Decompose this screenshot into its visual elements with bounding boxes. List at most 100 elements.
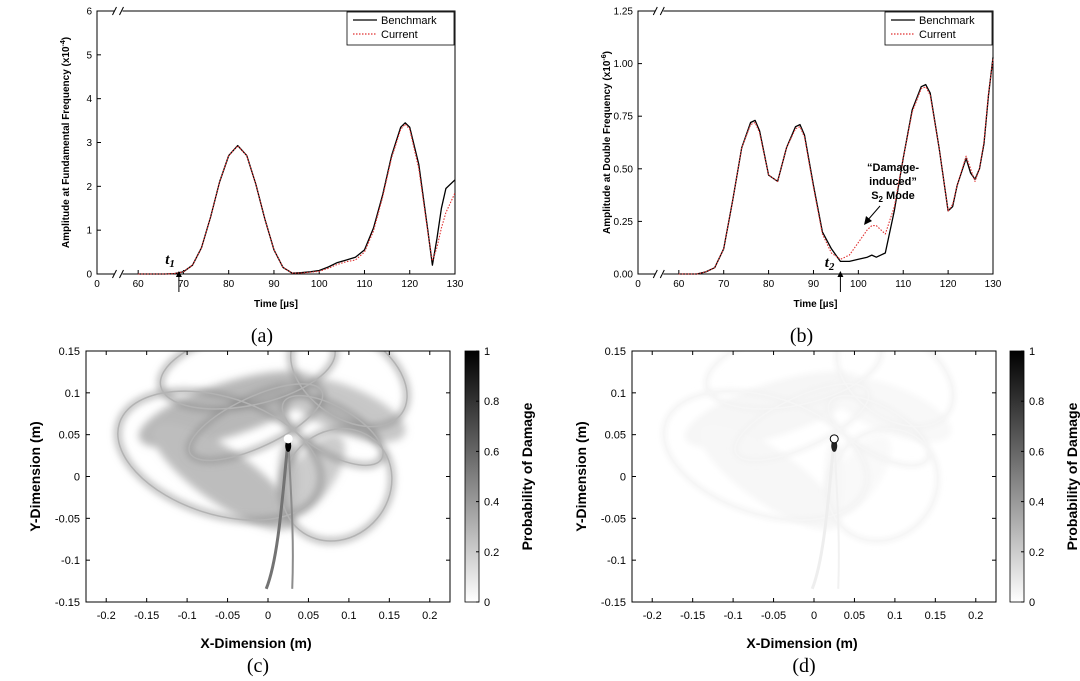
y-tick-label: 2 xyxy=(86,182,92,193)
x-tick-label: 60 xyxy=(133,279,145,290)
plot-frame xyxy=(637,10,994,275)
colorbar-label-group: Probability of Damage xyxy=(1064,402,1080,550)
callout-mode-subscript: 2 xyxy=(879,195,884,204)
y-tick-label: 0.1 xyxy=(65,388,80,400)
x-tick-label: 0 xyxy=(94,279,100,290)
axis-break-mask xyxy=(114,7,123,15)
y-axis-label: Amplitude at Double Frequency (x10-6) xyxy=(601,51,613,234)
heatmap-locus-edge xyxy=(835,351,954,428)
axis-break-mask xyxy=(655,7,664,15)
y-tick-label: 0.15 xyxy=(59,346,80,358)
arrival-time-symbol: t xyxy=(825,255,830,271)
colorbar-label: Probability of Damage xyxy=(1064,402,1080,550)
series-line-current xyxy=(678,59,994,275)
y-axis-label-group: Y-Dimension (m) xyxy=(573,421,589,531)
x-tick-label: 130 xyxy=(447,279,464,290)
colorbar-tick-label: 0.8 xyxy=(484,396,499,408)
chart-a: 0 60 70 80 90 100 110 120 130 0 1 2 3 4 5 6 Time [µs] Amp… xyxy=(60,7,464,348)
x-tick-label: 100 xyxy=(311,279,328,290)
damage-location-marker xyxy=(829,434,839,444)
colorbar-tick-label: 0.2 xyxy=(1029,547,1044,559)
arrival-time-label: t2 xyxy=(825,255,835,273)
arrival-time-subscript: 1 xyxy=(169,258,175,270)
x-tick-label: 0.2 xyxy=(968,610,983,622)
y-tick-label: 6 xyxy=(86,7,92,18)
x-tick-label: 0.15 xyxy=(379,610,400,622)
x-tick-label: -0.1 xyxy=(724,610,743,622)
x-tick-label: 0 xyxy=(265,610,271,622)
heatmap-locus-edge xyxy=(827,394,930,467)
heatmap-locus-edge xyxy=(289,351,408,428)
x-tick-label: 100 xyxy=(850,279,867,290)
y-axis-label-main: Amplitude at Fundamental Frequency (x10 xyxy=(61,46,72,248)
x-tick-label: 0.05 xyxy=(844,610,865,622)
y-tick-label: 0.75 xyxy=(614,112,634,123)
legend-box xyxy=(346,11,455,46)
heatmap-locus-edge xyxy=(159,351,336,410)
axis-break-mask xyxy=(655,270,664,278)
axis-break-mark xyxy=(112,269,117,279)
x-tick-label: -0.05 xyxy=(761,610,786,622)
series-line-current xyxy=(138,123,456,275)
x-tick-label: 80 xyxy=(763,279,775,290)
legend-label-benchmark: Benchmark xyxy=(919,15,975,27)
legend-label-current: Current xyxy=(919,29,956,41)
heatmap-streak xyxy=(810,438,836,590)
x-tick-label: 70 xyxy=(718,279,730,290)
y-tick-label: -0.15 xyxy=(601,597,626,609)
colorbar-tick-label: 0 xyxy=(1029,597,1035,609)
panel-label: (d) xyxy=(792,655,815,677)
y-tick-label: 0.05 xyxy=(605,430,626,442)
heatmap-locus-edge xyxy=(280,427,393,542)
colorbar xyxy=(1009,350,1025,603)
y-axis-label-close: ) xyxy=(602,51,613,54)
callout-arrow-shaft xyxy=(866,205,881,222)
axis-break-mark xyxy=(119,269,124,279)
y-axis-label-exponent: -6 xyxy=(601,54,608,60)
x-tick-label: 70 xyxy=(178,279,190,290)
y-tick-label: 0.15 xyxy=(605,346,626,358)
x-tick-label: 80 xyxy=(223,279,235,290)
callout-line-1: “Damage- xyxy=(867,162,919,174)
x-tick-label: 110 xyxy=(357,279,373,290)
y-tick-label: -0.05 xyxy=(601,513,626,525)
x-axis-label: Time [µs] xyxy=(254,299,298,310)
y-tick-label: 0 xyxy=(86,270,92,281)
series-line-benchmark xyxy=(138,122,456,275)
y-tick-label: 1.25 xyxy=(614,7,634,18)
y-tick-label: 1 xyxy=(86,226,92,237)
legend-label-benchmark: Benchmark xyxy=(381,15,437,27)
colorbar-tick-label: 0.6 xyxy=(1029,446,1044,458)
x-tick-label: -0.05 xyxy=(215,610,240,622)
x-tick-label: 110 xyxy=(895,279,911,290)
y-axis-label-group: Y-Dimension (m) xyxy=(27,421,43,531)
heatmap-field xyxy=(115,351,410,590)
heatmap-locus-edge xyxy=(663,390,868,521)
x-tick-label: -0.1 xyxy=(178,610,197,622)
x-axis-label: X-Dimension (m) xyxy=(200,635,311,651)
panel-label: (c) xyxy=(247,655,269,677)
y-tick-label: -0.15 xyxy=(55,597,80,609)
x-tick-label: 0.2 xyxy=(422,610,437,622)
y-tick-label: 0.1 xyxy=(611,388,626,400)
heatmap-streak xyxy=(833,438,840,589)
x-tick-label: 90 xyxy=(808,279,820,290)
y-axis-label-exponent: -4 xyxy=(60,40,67,46)
y-tick-label: 0.50 xyxy=(614,164,634,175)
y-axis-label-main: Amplitude at Double Frequency (x10 xyxy=(602,60,613,234)
chart-c: -0.2 -0.15 -0.1 -0.05 0 0.05 0.1 0.15 0.2 0.15 0.1… xyxy=(27,346,535,677)
y-tick-label: 0 xyxy=(74,472,80,484)
arrival-time-symbol: t xyxy=(165,252,170,268)
x-axis-label: Time [µs] xyxy=(794,299,838,310)
colorbar-tick-label: 0.8 xyxy=(1029,396,1044,408)
x-tick-label: 120 xyxy=(401,279,418,290)
colorbar-tick-label: 1 xyxy=(1029,346,1035,358)
x-tick-label: 0.05 xyxy=(298,610,319,622)
callout-line-3: S2 Mode xyxy=(871,190,915,204)
y-tick-label: 3 xyxy=(86,138,92,149)
y-axis-label-close: ) xyxy=(61,37,72,40)
legend-label-current: Current xyxy=(381,29,418,41)
y-tick-label: -0.1 xyxy=(61,555,80,567)
axis-break-mask xyxy=(114,270,123,278)
